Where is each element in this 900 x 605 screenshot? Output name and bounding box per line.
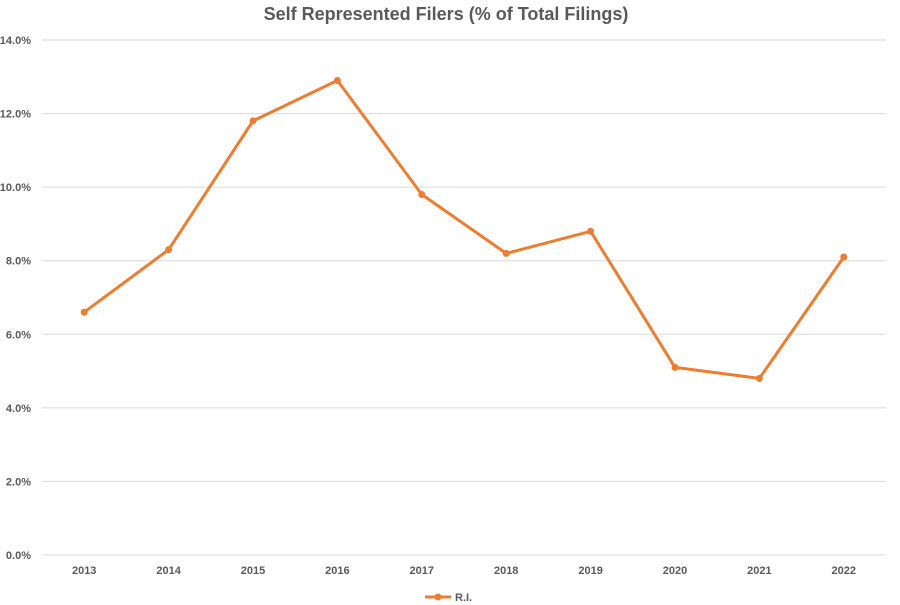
gridlines: [42, 39, 886, 556]
x-axis-tick-labels: 2013 2014 2015 2016 2017 2018 2019 2020 2021 2022: [72, 565, 856, 577]
y-tick-label: 8.0%: [6, 256, 31, 268]
legend-label-ri: R.I.: [455, 592, 472, 604]
y-tick-label: 12.0%: [0, 109, 31, 121]
y-tick-label: 4.0%: [6, 403, 31, 415]
x-tick-label: 2014: [156, 565, 181, 577]
chart-title: Self Represented Filers (% of Total Fili…: [264, 4, 629, 24]
y-tick-label: 0.0%: [6, 550, 31, 562]
data-point: [165, 246, 173, 254]
y-tick-label: 10.0%: [0, 182, 31, 194]
x-tick-label: 2015: [241, 565, 265, 577]
y-tick-label: 14.0%: [0, 35, 31, 47]
x-tick-label: 2022: [832, 565, 856, 577]
series-line-ri: [82, 79, 846, 380]
data-point: [502, 249, 510, 257]
x-tick-label: 2020: [663, 565, 687, 577]
x-tick-label: 2019: [578, 565, 602, 577]
y-tick-label: 6.0%: [6, 329, 31, 341]
data-point: [418, 191, 426, 198]
legend: R.I.: [425, 592, 472, 604]
data-point: [755, 374, 763, 382]
data-point: [333, 76, 341, 84]
legend-marker-swatch: [434, 593, 442, 601]
x-tick-label: 2017: [410, 565, 434, 577]
data-point: [840, 253, 848, 261]
x-tick-label: 2021: [747, 565, 771, 577]
x-tick-label: 2016: [325, 565, 349, 577]
data-point: [587, 227, 595, 235]
x-tick-label: 2018: [494, 565, 518, 577]
series-layer: [80, 76, 848, 382]
y-tick-label: 2.0%: [6, 476, 31, 488]
data-point: [671, 363, 679, 371]
data-point: [249, 117, 257, 125]
x-tick-label: 2013: [72, 565, 96, 577]
data-point: [80, 308, 88, 316]
y-axis-tick-labels: 0.0% 2.0% 4.0% 6.0% 8.0% 10.0% 12.0% 14.0%: [0, 35, 31, 562]
